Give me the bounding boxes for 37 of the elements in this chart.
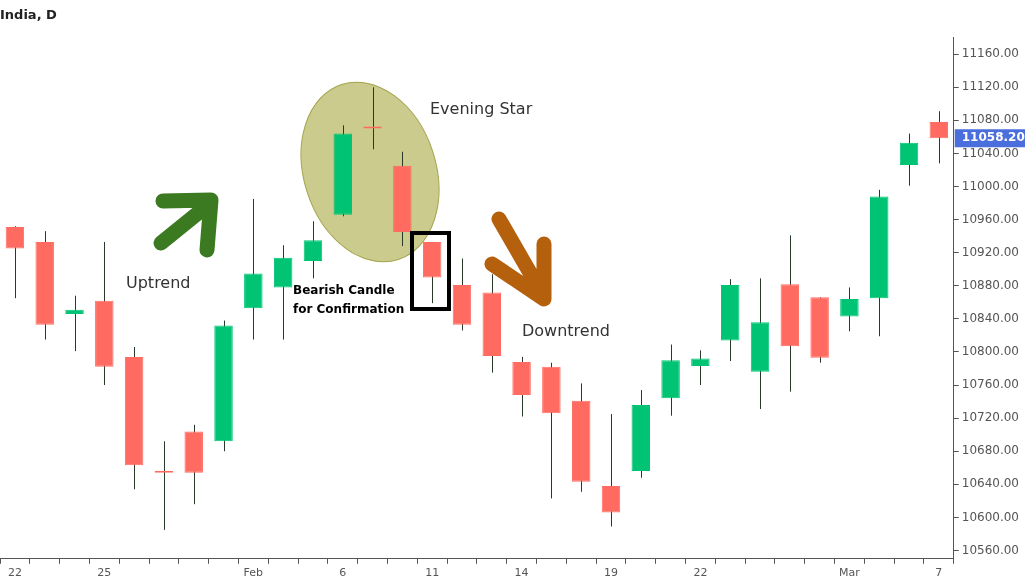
x-tick-label: 14 xyxy=(514,566,529,580)
y-tick-label: 10800.00 xyxy=(961,344,1020,359)
x-tick-label: 22 xyxy=(693,566,708,580)
candlestick xyxy=(691,349,710,386)
x-tick-label: 11 xyxy=(425,566,440,580)
y-tick-label: 10960.00 xyxy=(961,211,1020,226)
y-tick-label: 10680.00 xyxy=(961,443,1020,458)
y-tick-label: 10880.00 xyxy=(961,277,1020,292)
y-tick-label: 11040.00 xyxy=(961,145,1020,160)
x-tick-label: 19 xyxy=(603,566,618,580)
y-tick-label: 10640.00 xyxy=(961,476,1020,491)
y-tick-label: 10760.00 xyxy=(961,377,1020,392)
x-tick-label: 6 xyxy=(339,566,347,580)
x-tick-label: 22 xyxy=(7,566,22,580)
y-tick-label: 11160.00 xyxy=(961,46,1020,61)
annotation: Evening Star xyxy=(430,99,534,118)
y-tick-label: 11080.00 xyxy=(961,112,1020,127)
candlestick xyxy=(5,225,25,299)
candlestick xyxy=(303,220,323,279)
x-tick-label: Feb xyxy=(243,566,264,580)
text: 11058.20 xyxy=(961,130,1025,145)
chart-title: India, D xyxy=(0,7,58,23)
y-tick-label: 10840.00 xyxy=(961,311,1020,326)
candlestick xyxy=(65,295,84,352)
x-tick-label: 7 xyxy=(935,566,943,580)
annotation: Bearish Candle for Confirmation xyxy=(293,282,406,318)
x-tick-label: 25 xyxy=(97,566,112,580)
y-tick-label: 10720.00 xyxy=(961,410,1020,425)
annotation: Downtrend xyxy=(522,321,611,340)
y-tick-label: 10600.00 xyxy=(961,509,1020,524)
y-tick-label: 10920.00 xyxy=(961,244,1020,259)
y-tick-label: 11000.00 xyxy=(961,178,1020,193)
x-tick-label: Mar xyxy=(839,566,861,580)
y-tick-label: 10560.00 xyxy=(961,542,1020,557)
annotation: Uptrend xyxy=(126,273,192,292)
candlestick xyxy=(899,133,919,187)
y-tick-label: 11120.00 xyxy=(961,79,1020,94)
